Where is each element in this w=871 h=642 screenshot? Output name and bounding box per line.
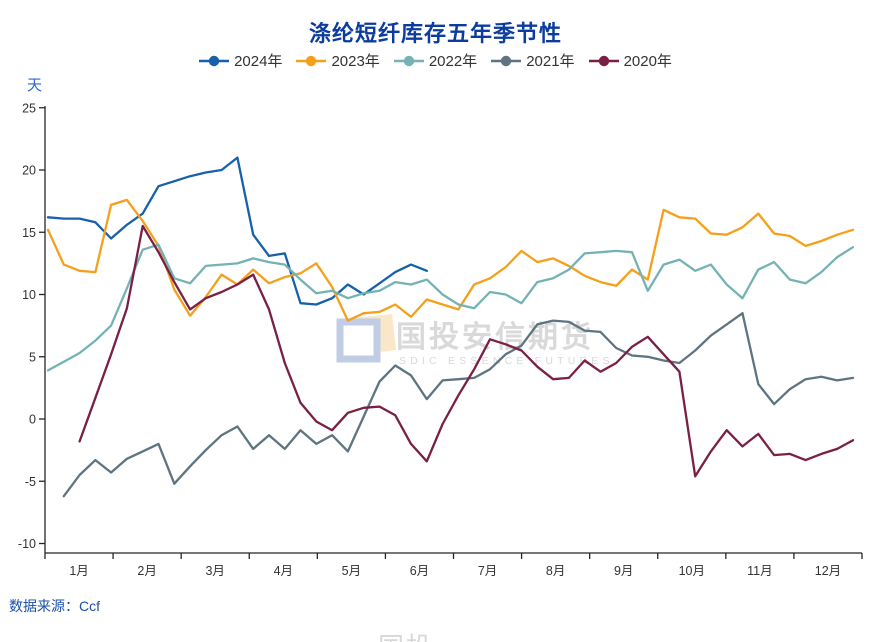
data-source-note: 数据来源：Ccf [9,598,100,614]
chart-title: 涤纶短纤库存五年季节性 [308,21,562,46]
x-tick-label: 12月 [815,564,841,578]
y-tick-label: -10 [18,537,36,551]
x-tick-label: 4月 [274,564,293,578]
watermark-cn-text: 国投安信期货 [396,320,594,354]
y-tick-label: -5 [25,475,36,489]
axes: 25 20 15 10 5 0 -5 -10 1月 2月 3月 4月 5月 6月 7月 8月 9月 10月 11月 1… [18,101,863,578]
x-tick-label: 6月 [410,564,429,578]
legend-item-2023[interactable]: 2023年 [296,50,380,71]
x-tick-label: 10月 [679,564,705,578]
y-tick-label: 20 [22,164,36,178]
y-tick-label: 10 [22,288,36,302]
x-tick-label: 7月 [478,564,497,578]
legend-item-2021[interactable]: 2021年 [491,50,575,71]
x-tick-label: 2月 [137,564,156,578]
y-tick-label: 0 [29,413,36,427]
y-tick-label: 5 [29,350,36,364]
watermark-partial-bottom: 国投 [378,632,434,642]
legend-marker-icon [393,55,424,66]
watermark-logo-square-icon [336,318,381,363]
x-tick-label: 1月 [69,564,88,578]
chart-legend: 2024年 2023年 2022年 2021年 2020年 [0,50,871,71]
y-tick-label: 15 [22,226,36,240]
x-tick-label: 11月 [747,564,772,578]
x-tick-label: 3月 [205,564,224,578]
legend-label: 2024年 [234,53,283,70]
series-line-2020 [78,224,855,478]
legend-marker-icon [296,55,327,66]
legend-marker-icon [491,55,522,66]
x-tick-label: 5月 [342,564,361,578]
legend-marker-icon [199,55,230,66]
legend-label: 2023年 [331,53,380,70]
legend-label: 2021年 [526,53,575,70]
legend-item-2022[interactable]: 2022年 [393,50,478,71]
x-tick-label: 8月 [546,564,565,578]
legend-label: 2020年 [623,53,672,70]
series-line-2022 [46,243,855,372]
x-tick-label: 9月 [614,564,633,578]
watermark-en-text: SDIC ESSENCE FUTURES [399,355,614,367]
series-line-2023 [46,198,855,322]
legend-marker-icon [588,55,619,66]
series-line-2021 [62,312,855,498]
y-tick-label: 25 [22,101,36,115]
legend-item-2020[interactable]: 2020年 [588,50,672,71]
legend-item-2024[interactable]: 2024年 [199,50,282,71]
legend-label: 2022年 [428,53,478,70]
y-axis-unit-label: 天 [27,77,43,94]
